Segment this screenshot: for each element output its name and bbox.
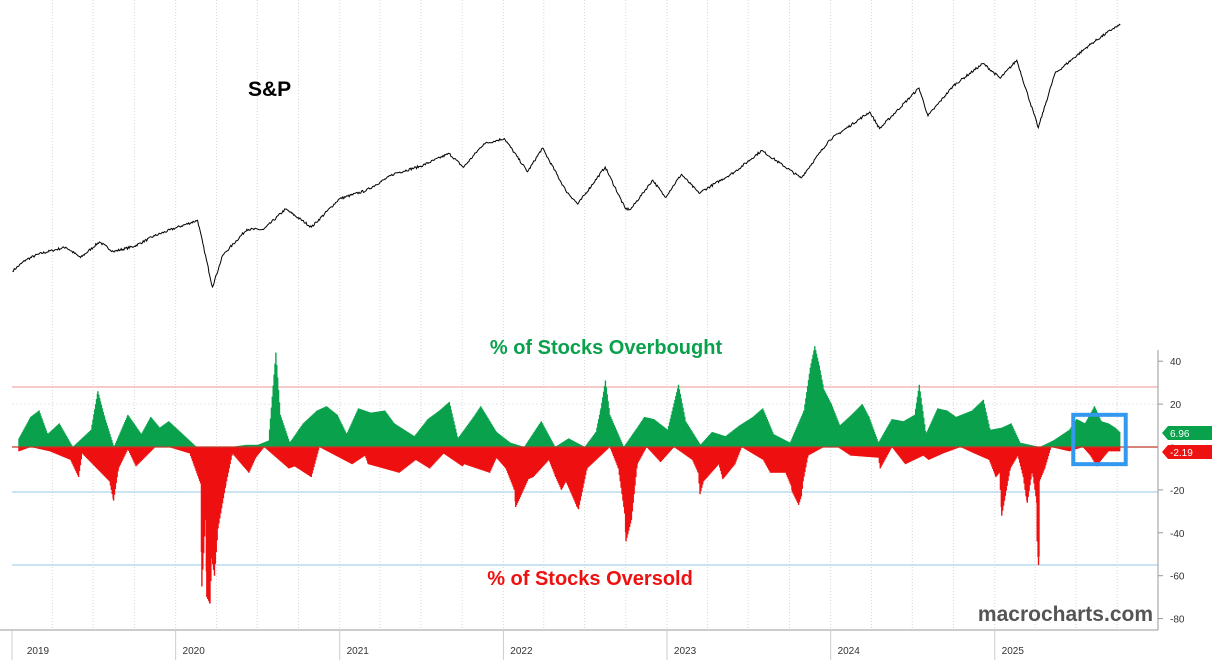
oversold-value-label: -2.19	[1170, 448, 1193, 459]
oversold-title: % of Stocks Oversold	[487, 568, 693, 590]
x-tick-label: 2024	[838, 646, 861, 657]
overbought-series	[18, 346, 1120, 447]
x-tick-label: 2023	[674, 646, 697, 657]
x-tick-label: 2022	[510, 646, 533, 657]
spx-series-line	[12, 24, 1120, 287]
overbought-title: % of Stocks Overbought	[490, 337, 723, 359]
x-tick-label: 2020	[183, 646, 206, 657]
y-tick-label: 40	[1170, 357, 1182, 368]
y-tick-label: -40	[1170, 529, 1185, 540]
x-axis-ticks: 2019 2020 2021 2022 2023 2024 2025	[12, 630, 1024, 660]
y-tick-label: 20	[1170, 400, 1182, 411]
overbought-bar	[1119, 432, 1120, 447]
x-tick-label: 2021	[347, 646, 370, 657]
x-tick-label: 2019	[27, 646, 50, 657]
y-tick-label: -80	[1170, 615, 1185, 626]
x-tick-label: 2025	[1002, 646, 1025, 657]
overbought-value-label: 6.96	[1170, 429, 1190, 440]
watermark: macrocharts.com	[978, 603, 1153, 626]
y-tick-label: -20	[1170, 486, 1185, 497]
spx-title: S&P	[248, 78, 291, 101]
y-tick-label: -60	[1170, 572, 1185, 583]
